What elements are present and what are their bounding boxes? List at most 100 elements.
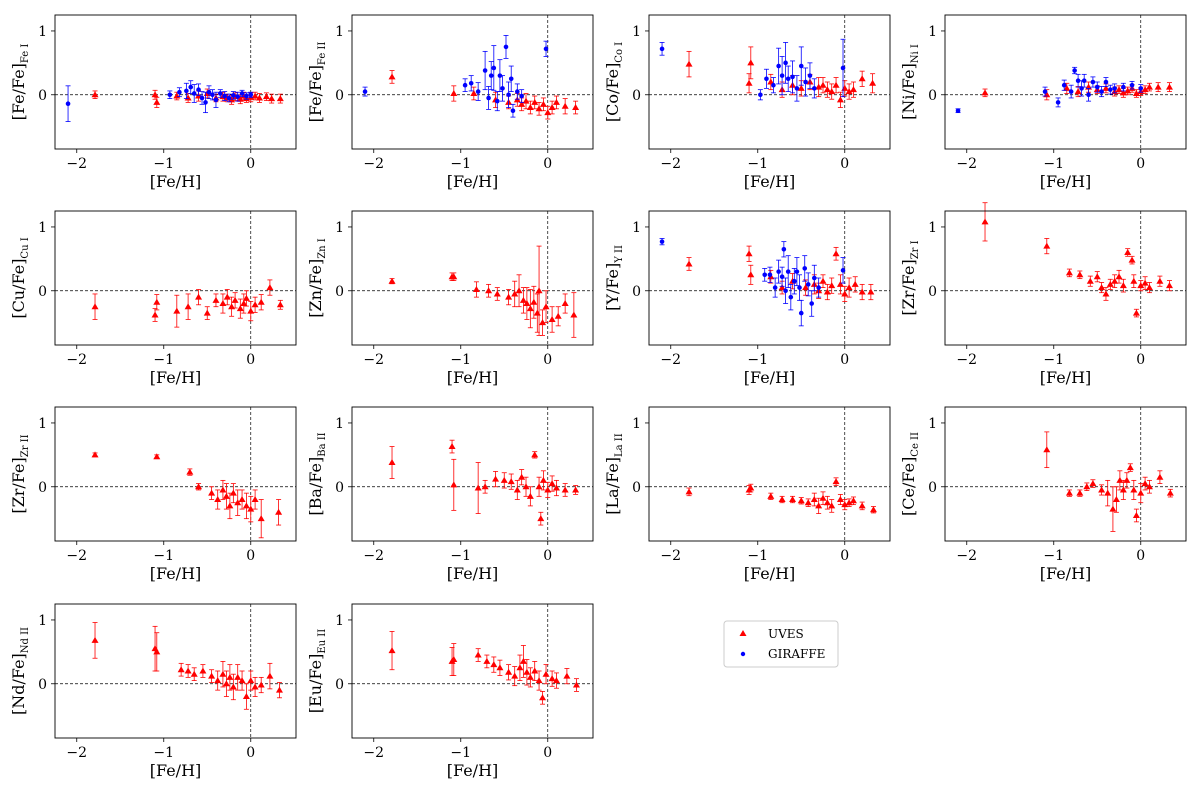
uves-marker	[247, 677, 255, 684]
uves-marker	[797, 497, 805, 504]
y-axis-label-sub: Ba II	[317, 432, 328, 456]
uves-marker	[208, 672, 216, 679]
axes-frame	[944, 14, 1187, 150]
uves-marker	[226, 673, 234, 680]
giraffe-marker	[231, 93, 236, 98]
data-point	[1068, 84, 1074, 99]
data-point	[248, 91, 254, 98]
uves-marker	[1115, 86, 1123, 93]
data-point	[91, 451, 99, 458]
uves-marker	[496, 664, 504, 671]
data-point	[511, 280, 519, 308]
uves-marker	[535, 105, 543, 112]
uves-marker	[563, 672, 571, 679]
giraffe-marker	[506, 92, 511, 98]
uves-marker	[747, 59, 755, 66]
x-tick-label: −2	[66, 156, 87, 172]
y-axis-label-main: [La/Fe]	[603, 457, 622, 515]
giraffe-marker	[1055, 100, 1061, 105]
axes-frame	[944, 210, 1187, 346]
axes-frame	[351, 14, 594, 150]
data-point	[832, 477, 840, 486]
y-axis-label: [Eu/Fe]Eu II	[306, 629, 328, 713]
x-tick-label: −2	[956, 156, 977, 172]
data-point	[798, 46, 804, 86]
uves-marker	[450, 481, 458, 488]
giraffe-marker	[486, 95, 491, 101]
uves-marker	[548, 480, 556, 487]
data-point	[1065, 268, 1073, 278]
uves-marker	[226, 502, 234, 509]
data-point	[1145, 82, 1153, 92]
data-point	[544, 481, 552, 499]
data-point	[841, 499, 849, 511]
giraffe-marker	[771, 82, 776, 88]
data-point	[1065, 489, 1073, 497]
data-point	[505, 664, 513, 681]
uves-marker	[522, 483, 530, 490]
uves-marker	[238, 677, 246, 684]
uves-marker	[1145, 83, 1153, 90]
y-axis-label-sub: Fe II	[317, 42, 328, 65]
data-point	[91, 90, 99, 99]
uves-marker	[1165, 282, 1173, 289]
data-point	[243, 92, 249, 100]
data-point	[539, 97, 547, 112]
y-axis-label: [Ba/Fe]Ba II	[306, 432, 328, 515]
data-point	[767, 492, 775, 500]
data-point	[1090, 76, 1096, 88]
data-point	[450, 643, 458, 676]
y-axis-label-main: [Nd/Fe]	[9, 653, 28, 715]
data-point	[1141, 476, 1149, 491]
uves-marker	[1115, 273, 1123, 280]
data-point	[153, 453, 161, 460]
data-point	[1086, 275, 1094, 287]
data-point	[841, 285, 849, 303]
uves-marker	[539, 319, 547, 326]
data-point	[1115, 269, 1123, 284]
uves-marker	[91, 451, 99, 458]
uves-marker	[507, 478, 515, 485]
x-axis-label: [Fe/H]	[744, 564, 796, 583]
giraffe-marker	[798, 63, 804, 69]
series-giraffe	[659, 238, 846, 327]
series-uves	[388, 245, 578, 338]
data-point	[1128, 255, 1136, 265]
data-point	[819, 274, 827, 288]
x-tick-label: −2	[66, 745, 87, 761]
data-point	[474, 648, 482, 662]
series-giraffe	[955, 66, 1144, 114]
uves-marker	[789, 496, 797, 503]
uves-marker	[500, 476, 508, 483]
uves-marker	[745, 250, 753, 257]
uves-marker	[836, 496, 844, 503]
giraffe-marker	[191, 91, 197, 96]
data-point	[815, 497, 823, 514]
data-point	[153, 96, 161, 108]
data-point	[266, 279, 274, 296]
giraffe-marker	[494, 98, 500, 104]
y-axis-label-sub: Fe I	[20, 44, 31, 63]
x-axis-label: [Fe/H]	[447, 368, 499, 387]
uves-marker	[450, 273, 458, 280]
data-point	[276, 93, 284, 104]
y-axis-label-main: [Ce/Fe]	[899, 457, 918, 516]
axes-frame	[648, 14, 891, 150]
data-point	[167, 90, 173, 99]
giraffe-marker	[764, 76, 769, 82]
data-point	[505, 289, 513, 306]
panel-9: −2 −1 0 0 1 [Fe/H] [Ba/Fe]Ba II	[306, 406, 594, 583]
data-point	[222, 483, 230, 510]
giraffe-marker	[248, 92, 254, 98]
data-point	[1094, 81, 1100, 93]
uves-marker	[539, 694, 547, 701]
data-point	[836, 494, 844, 506]
data-point	[1111, 274, 1119, 288]
giraffe-marker	[791, 278, 797, 284]
uves-marker	[208, 489, 216, 496]
series-uves	[388, 439, 580, 526]
data-point	[490, 656, 498, 673]
giraffe-marker	[772, 285, 778, 290]
x-tick-label: −1	[747, 352, 768, 368]
